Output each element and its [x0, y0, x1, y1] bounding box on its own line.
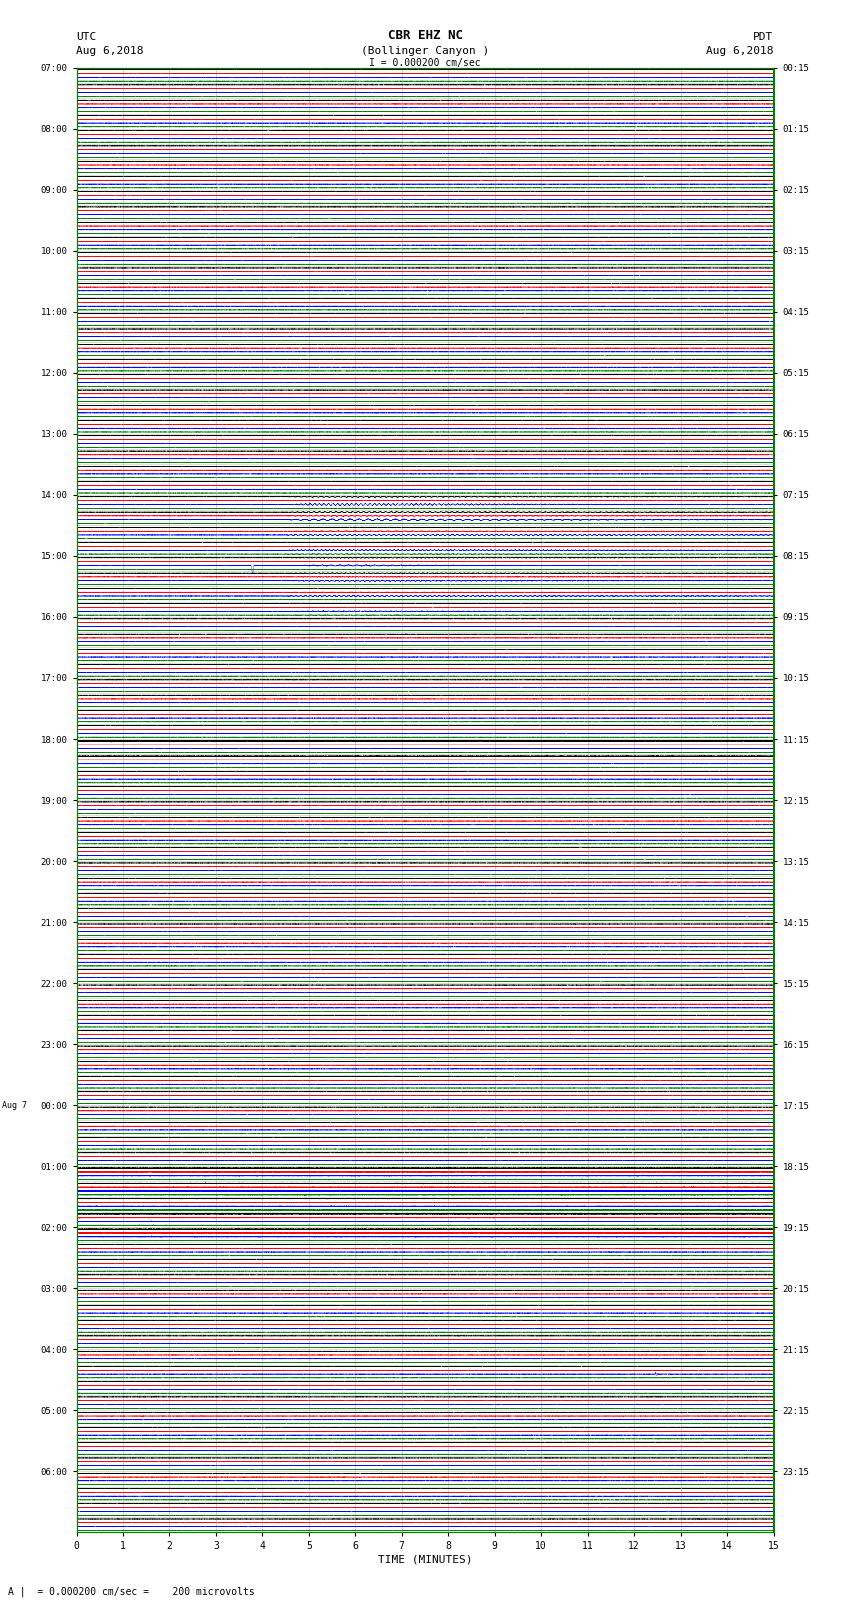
- Text: Aug 6,2018: Aug 6,2018: [76, 47, 144, 56]
- Text: PDT: PDT: [753, 32, 774, 42]
- Text: UTC: UTC: [76, 32, 97, 42]
- Text: (Bollinger Canyon ): (Bollinger Canyon ): [361, 47, 489, 56]
- Text: CBR EHZ NC: CBR EHZ NC: [388, 29, 462, 42]
- Text: Aug 7: Aug 7: [2, 1100, 26, 1110]
- X-axis label: TIME (MINUTES): TIME (MINUTES): [377, 1555, 473, 1565]
- Text: A |  = 0.000200 cm/sec =    200 microvolts: A | = 0.000200 cm/sec = 200 microvolts: [8, 1586, 255, 1597]
- Text: Aug 6,2018: Aug 6,2018: [706, 47, 774, 56]
- Text: I = 0.000200 cm/sec: I = 0.000200 cm/sec: [369, 58, 481, 68]
